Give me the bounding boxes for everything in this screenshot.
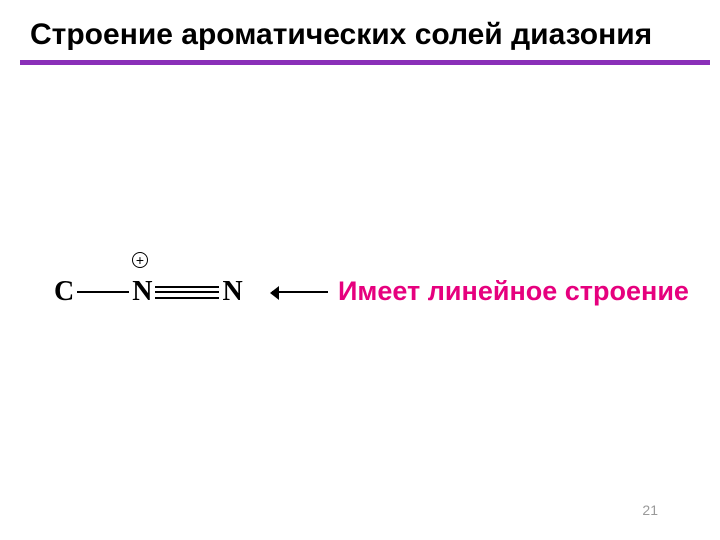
atom-nitrogen-2: N [222, 276, 242, 308]
chemical-formula: C N N + [54, 276, 243, 308]
arrow-icon [272, 291, 328, 293]
slide-title: Строение ароматических солей диазония [30, 18, 700, 52]
bond-line-1 [155, 286, 219, 288]
atom-carbon: C [54, 276, 74, 308]
bond-line-2 [155, 291, 219, 293]
page-number: 21 [642, 502, 658, 518]
single-bond [77, 291, 129, 293]
plus-charge-icon: + [132, 252, 148, 268]
atom-nitrogen-1: N [132, 276, 152, 308]
triple-bond [155, 286, 219, 299]
linear-structure-caption: Имеет линейное строение [338, 276, 689, 307]
bond-line-3 [155, 297, 219, 299]
title-underline [20, 60, 710, 65]
